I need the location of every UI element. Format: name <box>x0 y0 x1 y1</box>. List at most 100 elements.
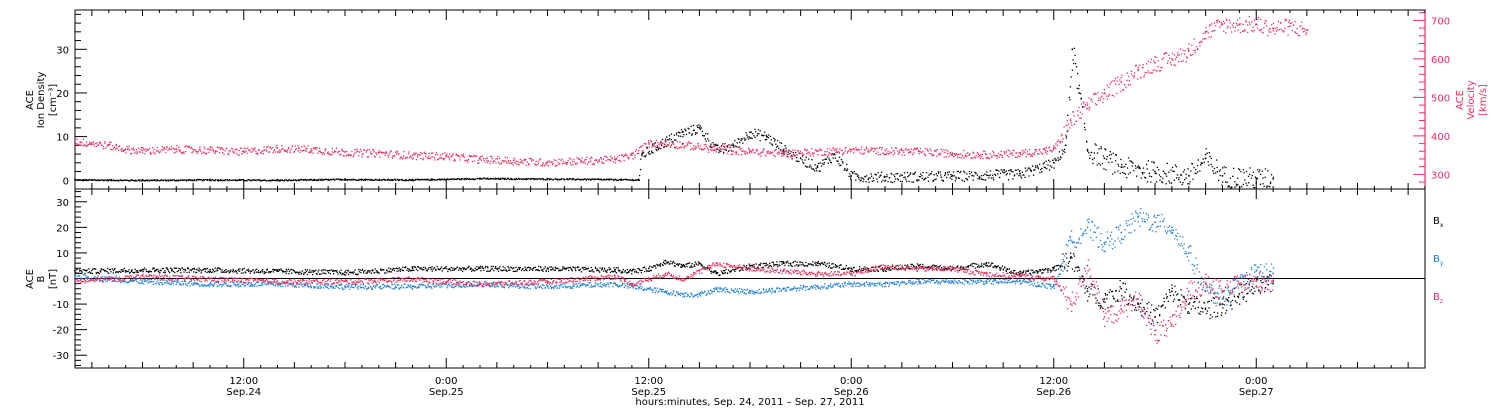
velocity-series-point <box>916 147 918 149</box>
ion-density-series-point <box>899 175 901 177</box>
ion-density-series-point <box>643 155 645 157</box>
velocity-series-point <box>228 153 230 155</box>
bx-series-point <box>1229 292 1231 294</box>
velocity-series-point <box>440 157 443 159</box>
velocity-series-point <box>467 159 470 161</box>
bx-series-point <box>1200 307 1203 309</box>
ion-density-series-data-point <box>1078 92 1080 94</box>
bx-series-point <box>317 271 319 273</box>
velocity-series-point <box>385 151 387 153</box>
bx-series-point <box>92 268 94 270</box>
velocity-series-point <box>810 155 812 157</box>
bx-series-point <box>1078 269 1081 271</box>
bx-series-point <box>1222 297 1225 299</box>
velocity-series-point <box>181 152 183 155</box>
ion-density-series-point <box>1146 163 1148 166</box>
ion-density-series-point <box>320 179 322 182</box>
velocity-series-point <box>779 152 781 154</box>
velocity-series-point <box>669 142 671 144</box>
bx-series-point <box>1117 299 1119 301</box>
ion-density-series-point <box>383 179 386 181</box>
bx-series-point <box>371 270 373 272</box>
ion-density-series-point <box>777 145 779 147</box>
velocity-series-point <box>619 159 621 162</box>
bx-series-point <box>1026 270 1028 272</box>
ion-density-series-point <box>714 144 716 147</box>
bx-series-point <box>1049 271 1052 273</box>
bx-series-point <box>715 270 717 272</box>
bx-series-point <box>1168 289 1171 291</box>
bx-series-point <box>440 266 443 268</box>
bx-series-point <box>410 270 412 272</box>
ion-density-series-point <box>850 170 852 173</box>
bx-series-point <box>267 271 269 273</box>
bx-series-point <box>155 268 158 271</box>
ion-density-series-point <box>844 167 846 170</box>
ion-density-series-point <box>484 177 486 179</box>
velocity-series-point <box>1172 59 1174 61</box>
bx-series-point <box>525 269 527 271</box>
velocity-series-point <box>720 148 722 151</box>
velocity-series-point <box>449 159 451 161</box>
velocity-series-point <box>1069 127 1071 129</box>
bx-series-point <box>1156 308 1159 310</box>
bx-series-point <box>1037 271 1039 274</box>
velocity-series-point <box>1166 52 1168 54</box>
bx-series-point <box>306 273 309 275</box>
bx-series-point <box>591 269 594 271</box>
velocity-series-point <box>729 147 732 149</box>
velocity-series-point <box>683 147 685 149</box>
ion-density-series-point <box>1249 173 1251 175</box>
ion-density-series-point <box>574 179 576 181</box>
bx-series-point <box>451 269 454 271</box>
ion-density-series-point <box>886 174 888 176</box>
bx-series-point <box>1143 306 1145 309</box>
velocity-series-point <box>203 146 205 148</box>
bx-series-point <box>298 273 300 275</box>
velocity-series-point <box>1225 32 1227 34</box>
ion-density-series-point <box>288 179 290 181</box>
bx-series-point <box>192 268 194 270</box>
bx-series-point <box>247 268 250 270</box>
ion-density-series-point <box>431 179 433 181</box>
velocity-series-point <box>991 156 993 158</box>
bx-series-point <box>822 263 824 265</box>
bx-series-point <box>832 263 834 265</box>
bx-series-point <box>473 269 475 272</box>
bx-series-point <box>1027 270 1029 272</box>
ion-density-series-point <box>358 179 360 181</box>
velocity-series-point <box>1054 146 1056 148</box>
velocity-series-point <box>887 150 889 152</box>
ion-density-series-point <box>688 132 691 134</box>
velocity-series-point <box>1069 118 1072 120</box>
velocity-series-point <box>514 162 516 164</box>
velocity-series-point <box>1118 84 1120 86</box>
ion-density-series-point <box>849 178 852 180</box>
velocity-series-point <box>1155 56 1157 59</box>
ion-density-series-point <box>360 179 362 181</box>
velocity-series-point <box>1288 21 1290 23</box>
velocity-series-point <box>1018 152 1020 154</box>
ion-density-series-point <box>438 178 441 180</box>
ion-density-series-point <box>1231 186 1233 188</box>
bx-series-point <box>868 270 870 272</box>
bx-series-point <box>828 265 831 267</box>
bx-series-point <box>675 263 678 265</box>
bx-series-point <box>359 269 361 271</box>
bx-series-point <box>1269 274 1271 276</box>
bx-series-point <box>658 264 660 266</box>
ion-density-series-point <box>641 152 644 154</box>
bx-series-point <box>788 265 790 267</box>
bx-series-point <box>1087 300 1089 302</box>
ion-density-series-point <box>573 178 575 180</box>
velocity-series-point <box>782 154 784 157</box>
bx-series-point <box>823 263 825 265</box>
bx-series-point <box>408 270 410 272</box>
ion-density-series-data-point <box>597 178 599 180</box>
ion-density-series-point <box>692 129 695 131</box>
ion-density-series-point <box>1047 164 1049 166</box>
bx-series-point <box>1106 294 1108 296</box>
velocity-series-point <box>1049 149 1052 151</box>
ion-density-series-point <box>642 152 645 154</box>
bx-series-point <box>1039 269 1041 271</box>
